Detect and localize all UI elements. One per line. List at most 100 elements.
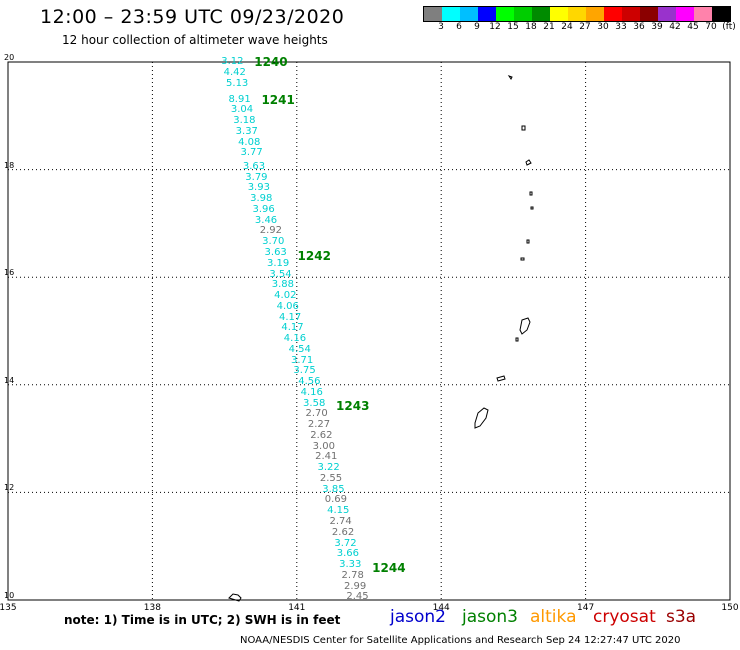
wave-height-value: 4.16 (283, 333, 307, 345)
latitude-tick-label: 20 (4, 53, 15, 62)
longitude-tick-label: 147 (577, 603, 595, 613)
wave-height-value: 4.15 (327, 505, 350, 517)
map-frame (7, 61, 731, 601)
latitude-tick-label: 10 (4, 591, 15, 600)
wave-height-value: 3.66 (336, 548, 359, 560)
color-swatch (568, 7, 586, 21)
color-swatch (640, 7, 658, 21)
island-outline (519, 317, 531, 335)
wave-height-value: 3.71 (291, 354, 314, 366)
color-scale-tick: (ft) (722, 22, 736, 32)
wave-height-value: 3.93 (247, 182, 270, 194)
legend-altika: altika (530, 607, 577, 627)
wave-height-value: 3.46 (254, 214, 278, 226)
wave-height-value: 0.69 (324, 494, 347, 506)
wave-height-value: 2.78 (341, 569, 364, 581)
color-scale-tick: 36 (633, 22, 645, 32)
color-swatch (532, 7, 550, 21)
wave-height-value: 4.42 (223, 66, 246, 78)
wave-height-value: 2.62 (331, 526, 355, 538)
wave-height-value: 3.33 (339, 559, 362, 571)
island-outline (520, 257, 525, 261)
latitude-tick-label: 12 (4, 483, 15, 493)
color-swatch (460, 7, 478, 21)
longitude-tick-label: 144 (432, 603, 450, 613)
wave-height-value: 5.13 (226, 77, 249, 89)
color-scale-tick: 45 (687, 22, 699, 32)
wave-height-value: 3.63 (264, 246, 287, 258)
color-scale-tick: 6 (456, 22, 462, 32)
island-outline (228, 593, 242, 602)
wave-height-value: 4.17 (278, 311, 302, 323)
wave-height-value: 4.16 (300, 386, 323, 398)
wave-height-value: 3.00 (312, 440, 335, 452)
longitude-tick-label: 138 (143, 603, 161, 613)
island-outline (526, 239, 530, 244)
color-swatch (550, 7, 568, 21)
color-scale-tick: 70 (705, 22, 717, 32)
wave-height-value: 2.74 (329, 515, 352, 527)
wave-height-value: 4.56 (298, 376, 321, 388)
wave-height-value: 3.18 (233, 115, 256, 127)
wave-height-value: 4.54 (288, 343, 311, 355)
footnote: note: 1) Time is in UTC; 2) SWH is in fe… (64, 613, 341, 627)
color-scale-tick: 24 (561, 22, 573, 32)
wave-height-value: 3.22 (317, 462, 340, 474)
island-outline (474, 407, 489, 429)
wave-height-value: 2.27 (307, 419, 331, 431)
island-outline (525, 159, 532, 166)
wave-height-value: 3.37 (235, 125, 258, 137)
island-outline (496, 375, 506, 382)
longitude-tick-label: 150 (721, 603, 739, 613)
legend-s3a: s3a (666, 607, 697, 627)
wave-height-value: 3.79 (245, 171, 268, 183)
color-scale-tick: 42 (669, 22, 681, 32)
wave-height-value: 3.75 (293, 365, 316, 377)
color-scale-tick: 3 (438, 22, 444, 32)
wave-height-value: 2.99 (343, 580, 367, 592)
map-subtitle: 12 hour collection of altimeter wave hei… (62, 33, 328, 47)
wave-height-value: 4.02 (274, 290, 297, 302)
color-swatch (496, 7, 514, 21)
wave-height-value: 2.45 (346, 591, 369, 603)
island-outline (529, 191, 533, 196)
wave-height-value: 3.85 (322, 483, 345, 495)
longitude-tick-label: 141 (288, 603, 306, 613)
pass-number-label: 1241 (261, 92, 295, 107)
wave-height-value: 3.70 (262, 236, 285, 248)
color-swatch (442, 7, 460, 21)
credit-line: NOAA/NESDIS Center for Satellite Applica… (240, 635, 681, 646)
wave-height-value: 2.92 (259, 225, 282, 237)
color-scale-tick: 30 (597, 22, 609, 32)
color-scale-bar (423, 6, 731, 22)
wave-height-value: 3.63 (242, 160, 266, 172)
pass-number-label: 1243 (336, 399, 370, 414)
color-swatch (712, 7, 730, 21)
color-swatch (514, 7, 532, 21)
legend-cryosat: cryosat (593, 607, 656, 627)
longitude-tick-label: 135 (0, 603, 17, 613)
wave-height-value: 3.98 (250, 193, 273, 205)
wave-height-value: 2.70 (305, 408, 328, 420)
legend-jason3: jason3 (462, 607, 518, 627)
color-scale-tick: 12 (489, 22, 501, 32)
wave-height-value: 3.12 (221, 56, 244, 67)
wave-height-value: 3.19 (266, 257, 290, 269)
wave-height-value: 2.41 (315, 451, 338, 463)
latitude-tick-label: 16 (4, 268, 15, 278)
wave-height-value: 3.96 (252, 203, 275, 215)
color-swatch (694, 7, 712, 21)
wave-height-value: 8.91 (228, 93, 251, 105)
map-title: 12:00 – 23:59 UTC 09/23/2020 (40, 6, 345, 28)
color-scale-tick: 18 (525, 22, 537, 32)
color-scale-tick: 21 (543, 22, 555, 32)
wave-height-value: 4.06 (276, 300, 299, 312)
color-swatch (658, 7, 676, 21)
color-scale-tick: 39 (651, 22, 663, 32)
island-outline (515, 337, 519, 342)
island-outline (530, 206, 534, 210)
latitude-tick-label: 18 (4, 160, 15, 170)
island-outline (507, 75, 513, 80)
wave-height-value: 3.04 (230, 104, 254, 116)
